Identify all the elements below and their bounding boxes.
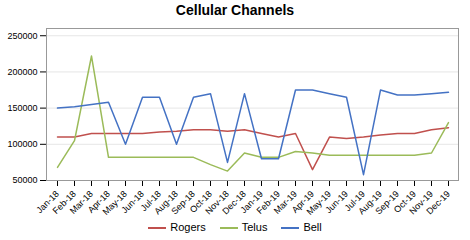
svg-text:200000: 200000 — [7, 67, 37, 77]
svg-text:Apr-18: Apr-18 — [85, 188, 112, 215]
svg-text:Dec-19: Dec-19 — [424, 189, 452, 217]
svg-text:250000: 250000 — [7, 31, 37, 41]
svg-text:Aug-18: Aug-18 — [152, 188, 180, 217]
svg-text:Jun-18: Jun-18 — [119, 188, 146, 216]
html-text:Cellular Channels: Cellular Channels — [175, 2, 295, 18]
svg-text:150000: 150000 — [7, 103, 37, 113]
svg-text:Mar-19: Mar-19 — [271, 188, 299, 216]
svg-text:50000: 50000 — [12, 175, 37, 185]
svg-text:Jun-19: Jun-19 — [323, 188, 350, 216]
svg-text:Feb-19: Feb-19 — [254, 188, 282, 216]
svg-text:Aug-19: Aug-19 — [356, 188, 384, 217]
svg-text:Mar-18: Mar-18 — [67, 188, 95, 216]
svg-text:Jul-18: Jul-18 — [138, 188, 163, 214]
svg-text:Jan-18: Jan-18 — [34, 188, 61, 216]
svg-text:Nov-19: Nov-19 — [407, 188, 435, 217]
svg-text:Oct-18: Oct-18 — [187, 188, 214, 215]
html-text:Telus: Telus — [241, 221, 268, 233]
svg-text:Dec-18: Dec-18 — [220, 188, 248, 217]
svg-text:Nov-18: Nov-18 — [203, 188, 231, 217]
svg-text:Sep-19: Sep-19 — [373, 188, 401, 217]
html-text:Bell: Bell — [303, 221, 322, 233]
svg-text:May-19: May-19 — [304, 188, 333, 217]
svg-text:Jul-19: Jul-19 — [342, 188, 367, 214]
svg-text:Sep-18: Sep-18 — [169, 188, 197, 217]
svg-text:Feb-18: Feb-18 — [50, 188, 78, 216]
svg-text:100000: 100000 — [7, 139, 37, 149]
svg-text:Apr-19: Apr-19 — [289, 188, 316, 215]
svg-text:Jan-19: Jan-19 — [238, 188, 265, 216]
html-text:Rogers: Rogers — [170, 221, 206, 233]
svg-text:Oct-19: Oct-19 — [391, 188, 418, 215]
svg-text:May-18: May-18 — [100, 188, 129, 217]
